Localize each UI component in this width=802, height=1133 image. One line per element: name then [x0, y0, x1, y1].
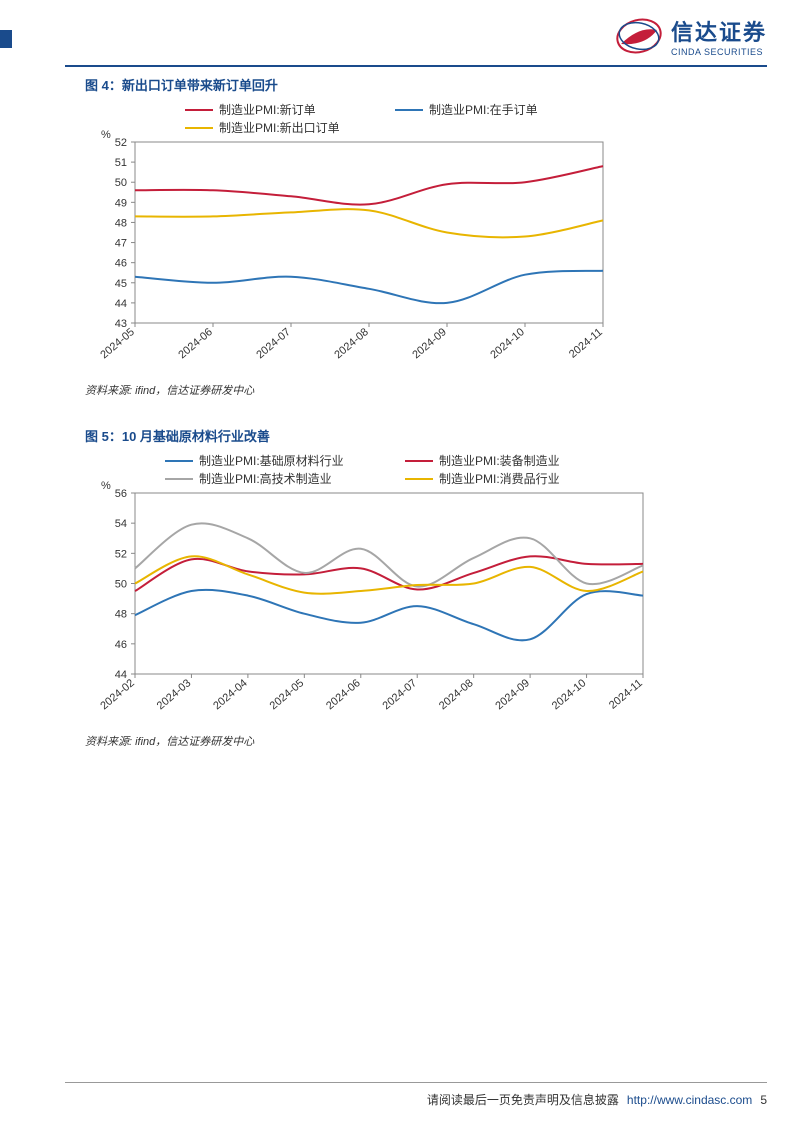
svg-text:制造业PMI:新订单: 制造业PMI:新订单: [219, 102, 316, 117]
svg-text:51: 51: [115, 157, 127, 169]
svg-text:制造业PMI:基础原材料行业: 制造业PMI:基础原材料行业: [199, 454, 344, 468]
figure-4-title: 图 4：新出口订单带来新订单回升: [85, 75, 747, 94]
svg-text:%: %: [101, 480, 111, 492]
figure-4-source: 资料来源: ifind，信达证券研发中心: [85, 382, 747, 398]
brand-logo: 信达证券 CINDA SECURITIES: [615, 15, 767, 57]
svg-text:2024-08: 2024-08: [437, 677, 476, 712]
svg-text:2024-10: 2024-10: [550, 677, 589, 712]
svg-text:2024-05: 2024-05: [98, 326, 137, 361]
svg-text:2024-07: 2024-07: [254, 326, 293, 361]
svg-text:48: 48: [115, 217, 127, 229]
footer-link[interactable]: http://www.cindasc.com: [627, 1093, 752, 1107]
svg-text:2024-06: 2024-06: [176, 326, 215, 361]
brand-name-cn: 信达证券: [671, 15, 767, 47]
svg-text:54: 54: [115, 518, 127, 530]
svg-text:2024-09: 2024-09: [493, 677, 532, 712]
svg-text:46: 46: [115, 639, 127, 651]
svg-text:2024-09: 2024-09: [410, 326, 449, 361]
svg-text:52: 52: [115, 137, 127, 149]
footer-disclaimer: 请阅读最后一页免责声明及信息披露: [427, 1091, 619, 1108]
svg-text:制造业PMI:高技术制造业: 制造业PMI:高技术制造业: [199, 471, 332, 486]
page-number: 5: [760, 1093, 767, 1107]
svg-text:2024-03: 2024-03: [155, 677, 194, 712]
svg-text:44: 44: [115, 298, 127, 310]
svg-text:制造业PMI:新出口订单: 制造业PMI:新出口订单: [219, 120, 340, 135]
svg-text:50: 50: [115, 177, 127, 189]
svg-text:2024-08: 2024-08: [332, 326, 371, 361]
logo-mark: [615, 16, 663, 56]
svg-text:%: %: [101, 129, 111, 141]
svg-text:50: 50: [115, 579, 127, 591]
svg-text:制造业PMI:消费品行业: 制造业PMI:消费品行业: [439, 472, 560, 486]
brand-name-en: CINDA SECURITIES: [671, 47, 767, 57]
svg-text:47: 47: [115, 238, 127, 250]
svg-text:49: 49: [115, 197, 127, 209]
svg-text:2024-10: 2024-10: [488, 326, 527, 361]
svg-text:44: 44: [115, 669, 127, 681]
left-accent-bar: [0, 30, 12, 48]
svg-text:2024-02: 2024-02: [98, 677, 137, 712]
svg-text:2024-04: 2024-04: [211, 677, 250, 712]
svg-text:2024-05: 2024-05: [268, 677, 307, 712]
svg-text:2024-11: 2024-11: [567, 326, 605, 361]
figure-4: 图 4：新出口订单带来新订单回升 % 43 44 45 46 47 48 49 50 51 52 20…: [85, 75, 747, 398]
svg-text:2024-06: 2024-06: [324, 677, 363, 712]
svg-text:制造业PMI:装备制造业: 制造业PMI:装备制造业: [439, 454, 560, 468]
header-rule: [65, 65, 767, 67]
svg-text:46: 46: [115, 258, 127, 270]
figure-5-title: 图 5：10 月基础原材料行业改善: [85, 426, 747, 445]
svg-text:45: 45: [115, 278, 127, 290]
figure-5: 图 5：10 月基础原材料行业改善 % 44 46 48 50 52 54 56 2024-02…: [85, 426, 747, 749]
svg-text:制造业PMI:在手订单: 制造业PMI:在手订单: [429, 103, 538, 117]
svg-text:2024-07: 2024-07: [381, 677, 420, 712]
chart-4: % 43 44 45 46 47 48 49 50 51 52 2024-05 2024-06 2024-…: [85, 98, 747, 378]
svg-text:48: 48: [115, 609, 127, 621]
page-footer: 请阅读最后一页免责声明及信息披露 http://www.cindasc.com …: [427, 1091, 767, 1108]
svg-text:43: 43: [115, 318, 127, 330]
footer-rule: [65, 1082, 767, 1083]
figure-5-source: 资料来源: ifind，信达证券研发中心: [85, 733, 747, 749]
svg-text:56: 56: [115, 488, 127, 500]
chart-5: % 44 46 48 50 52 54 56 2024-02 2024-03 2024-04 2024…: [85, 449, 747, 729]
svg-text:2024-11: 2024-11: [607, 677, 645, 712]
svg-text:52: 52: [115, 548, 127, 560]
